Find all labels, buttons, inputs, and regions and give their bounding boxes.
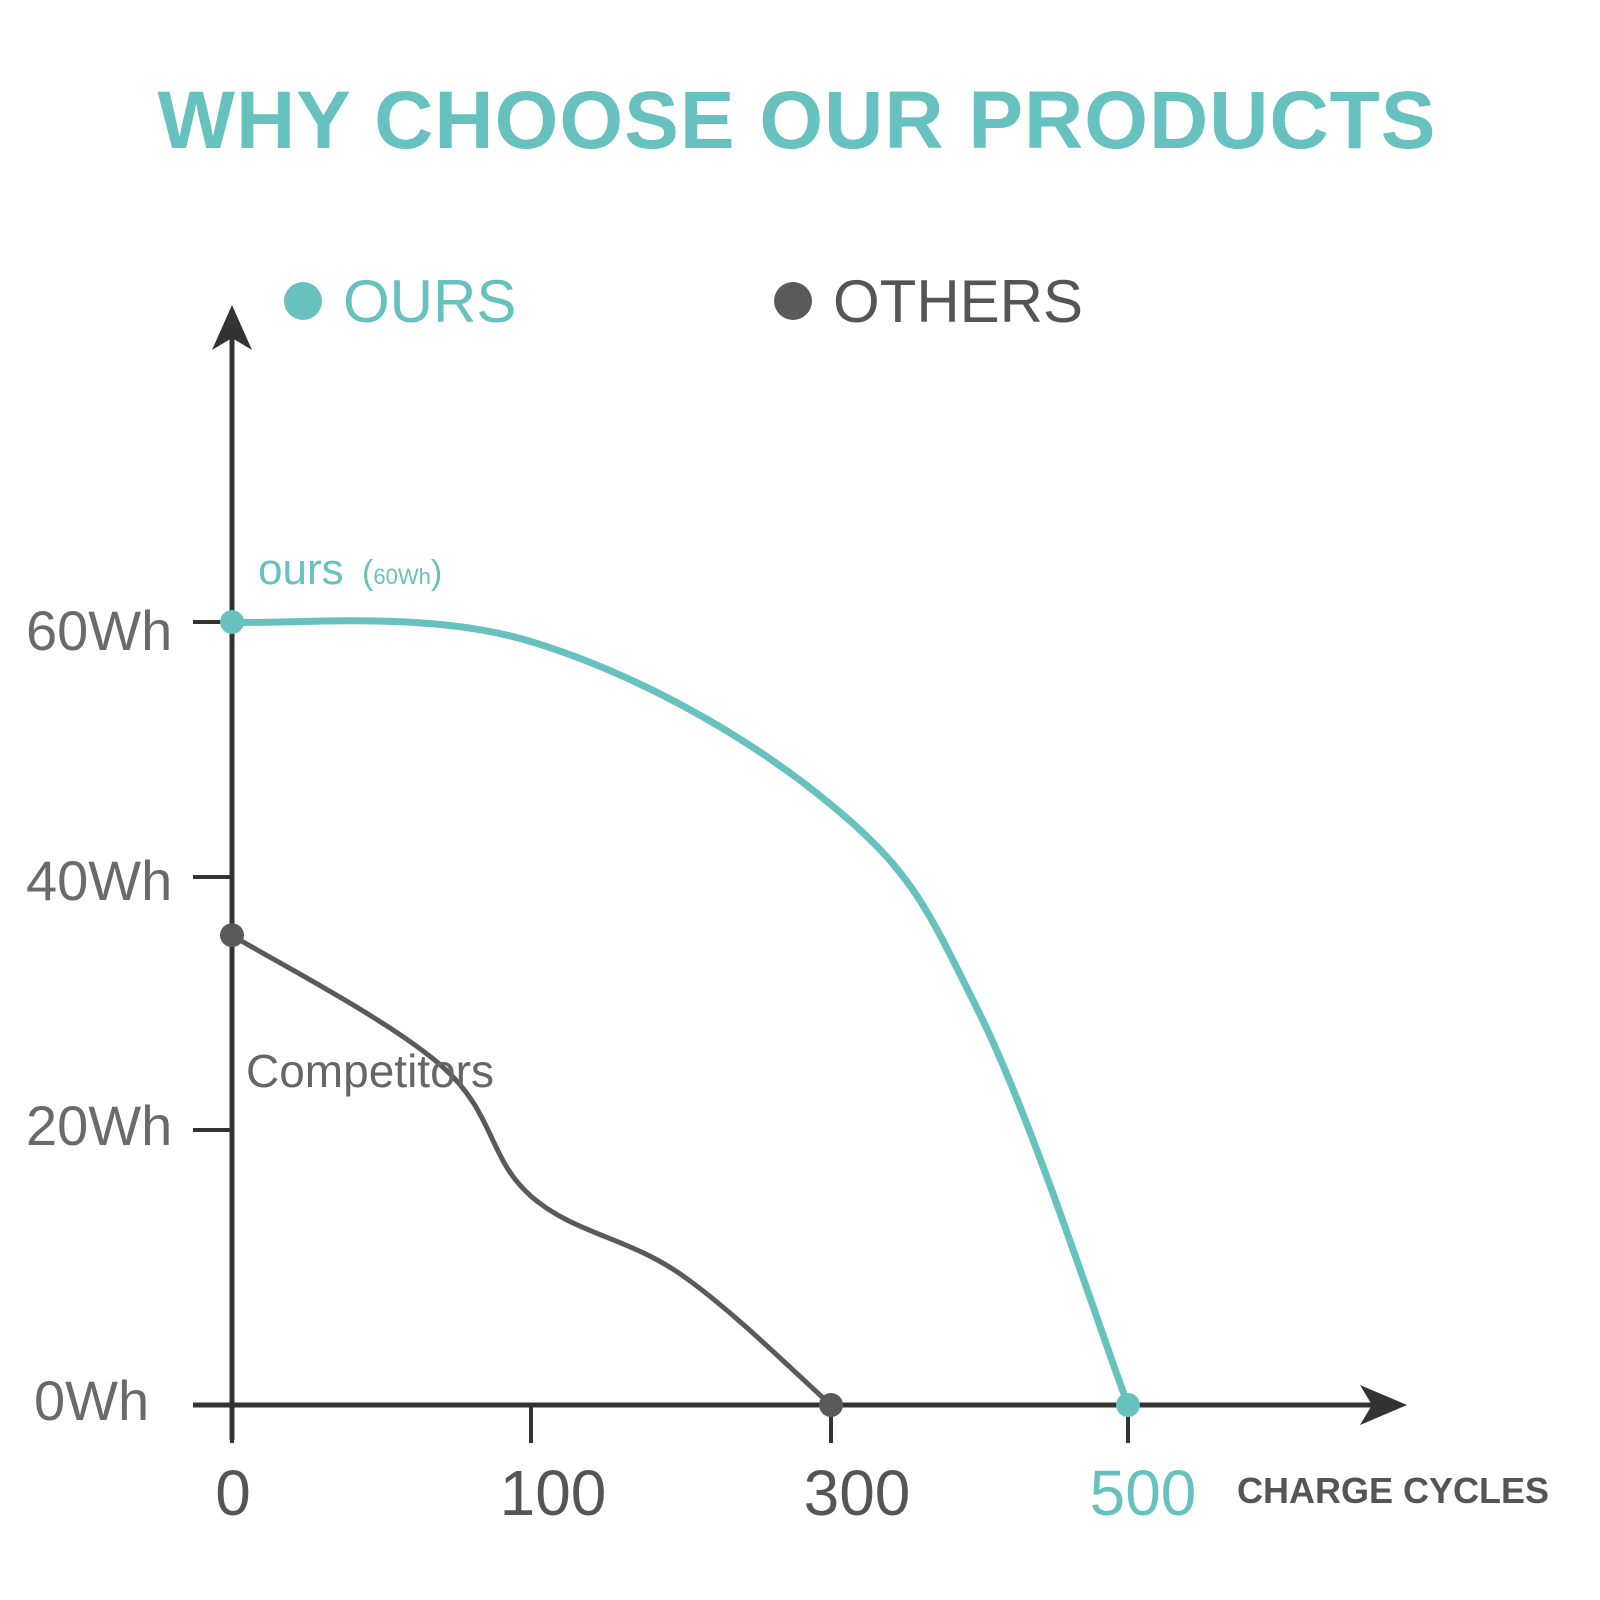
series-line-others xyxy=(229,932,834,1408)
y-axis-arrow xyxy=(212,305,252,350)
y-tick-label-40: 40Wh xyxy=(26,849,172,912)
x-axis-arrow xyxy=(1360,1385,1407,1425)
x-tick-labels: 0 100 300 500 xyxy=(215,1457,1196,1529)
x-tick-label-0: 0 xyxy=(215,1457,251,1529)
data-point-ours-start xyxy=(220,610,244,634)
legend-label-ours: OURS xyxy=(343,268,516,335)
y-tick-label-0: 0Wh xyxy=(34,1369,149,1432)
annotation-ours: ours (60Wh) xyxy=(258,545,442,594)
x-axis-label: CHARGE CYCLES xyxy=(1237,1470,1549,1511)
legend-dot-others xyxy=(774,282,812,320)
chart-title: WHY CHOOSE OUR PRODUCTS xyxy=(158,75,1437,166)
data-point-ours-end xyxy=(1116,1393,1140,1417)
annotation-ours-sub: 60Wh xyxy=(373,564,430,589)
y-tick-label-20: 20Wh xyxy=(26,1094,172,1157)
data-points xyxy=(220,610,1140,1417)
annotation-competitors: Competitors xyxy=(246,1045,494,1097)
x-tick-label-100: 100 xyxy=(500,1457,607,1529)
annotation-ours-label: ours xyxy=(258,545,344,594)
series-group xyxy=(220,610,1140,1417)
legend-label-others: OTHERS xyxy=(833,268,1083,335)
legend-dot-ours xyxy=(284,282,322,320)
legend: OURS OTHERS xyxy=(284,268,1083,335)
annotation-ours-paren-close: ) xyxy=(431,554,442,592)
x-tick-label-500: 500 xyxy=(1090,1457,1197,1529)
data-point-others-end xyxy=(819,1393,843,1417)
y-tick-labels: 60Wh 40Wh 20Wh 0Wh xyxy=(26,599,172,1432)
x-tick-label-300: 300 xyxy=(804,1457,911,1529)
series-line-ours xyxy=(228,617,1132,1409)
axes xyxy=(193,305,1407,1443)
grid xyxy=(232,420,1400,1405)
y-tick-label-60: 60Wh xyxy=(26,599,172,662)
data-point-others-start xyxy=(220,923,244,948)
annotation-ours-paren-open: ( xyxy=(362,554,374,592)
